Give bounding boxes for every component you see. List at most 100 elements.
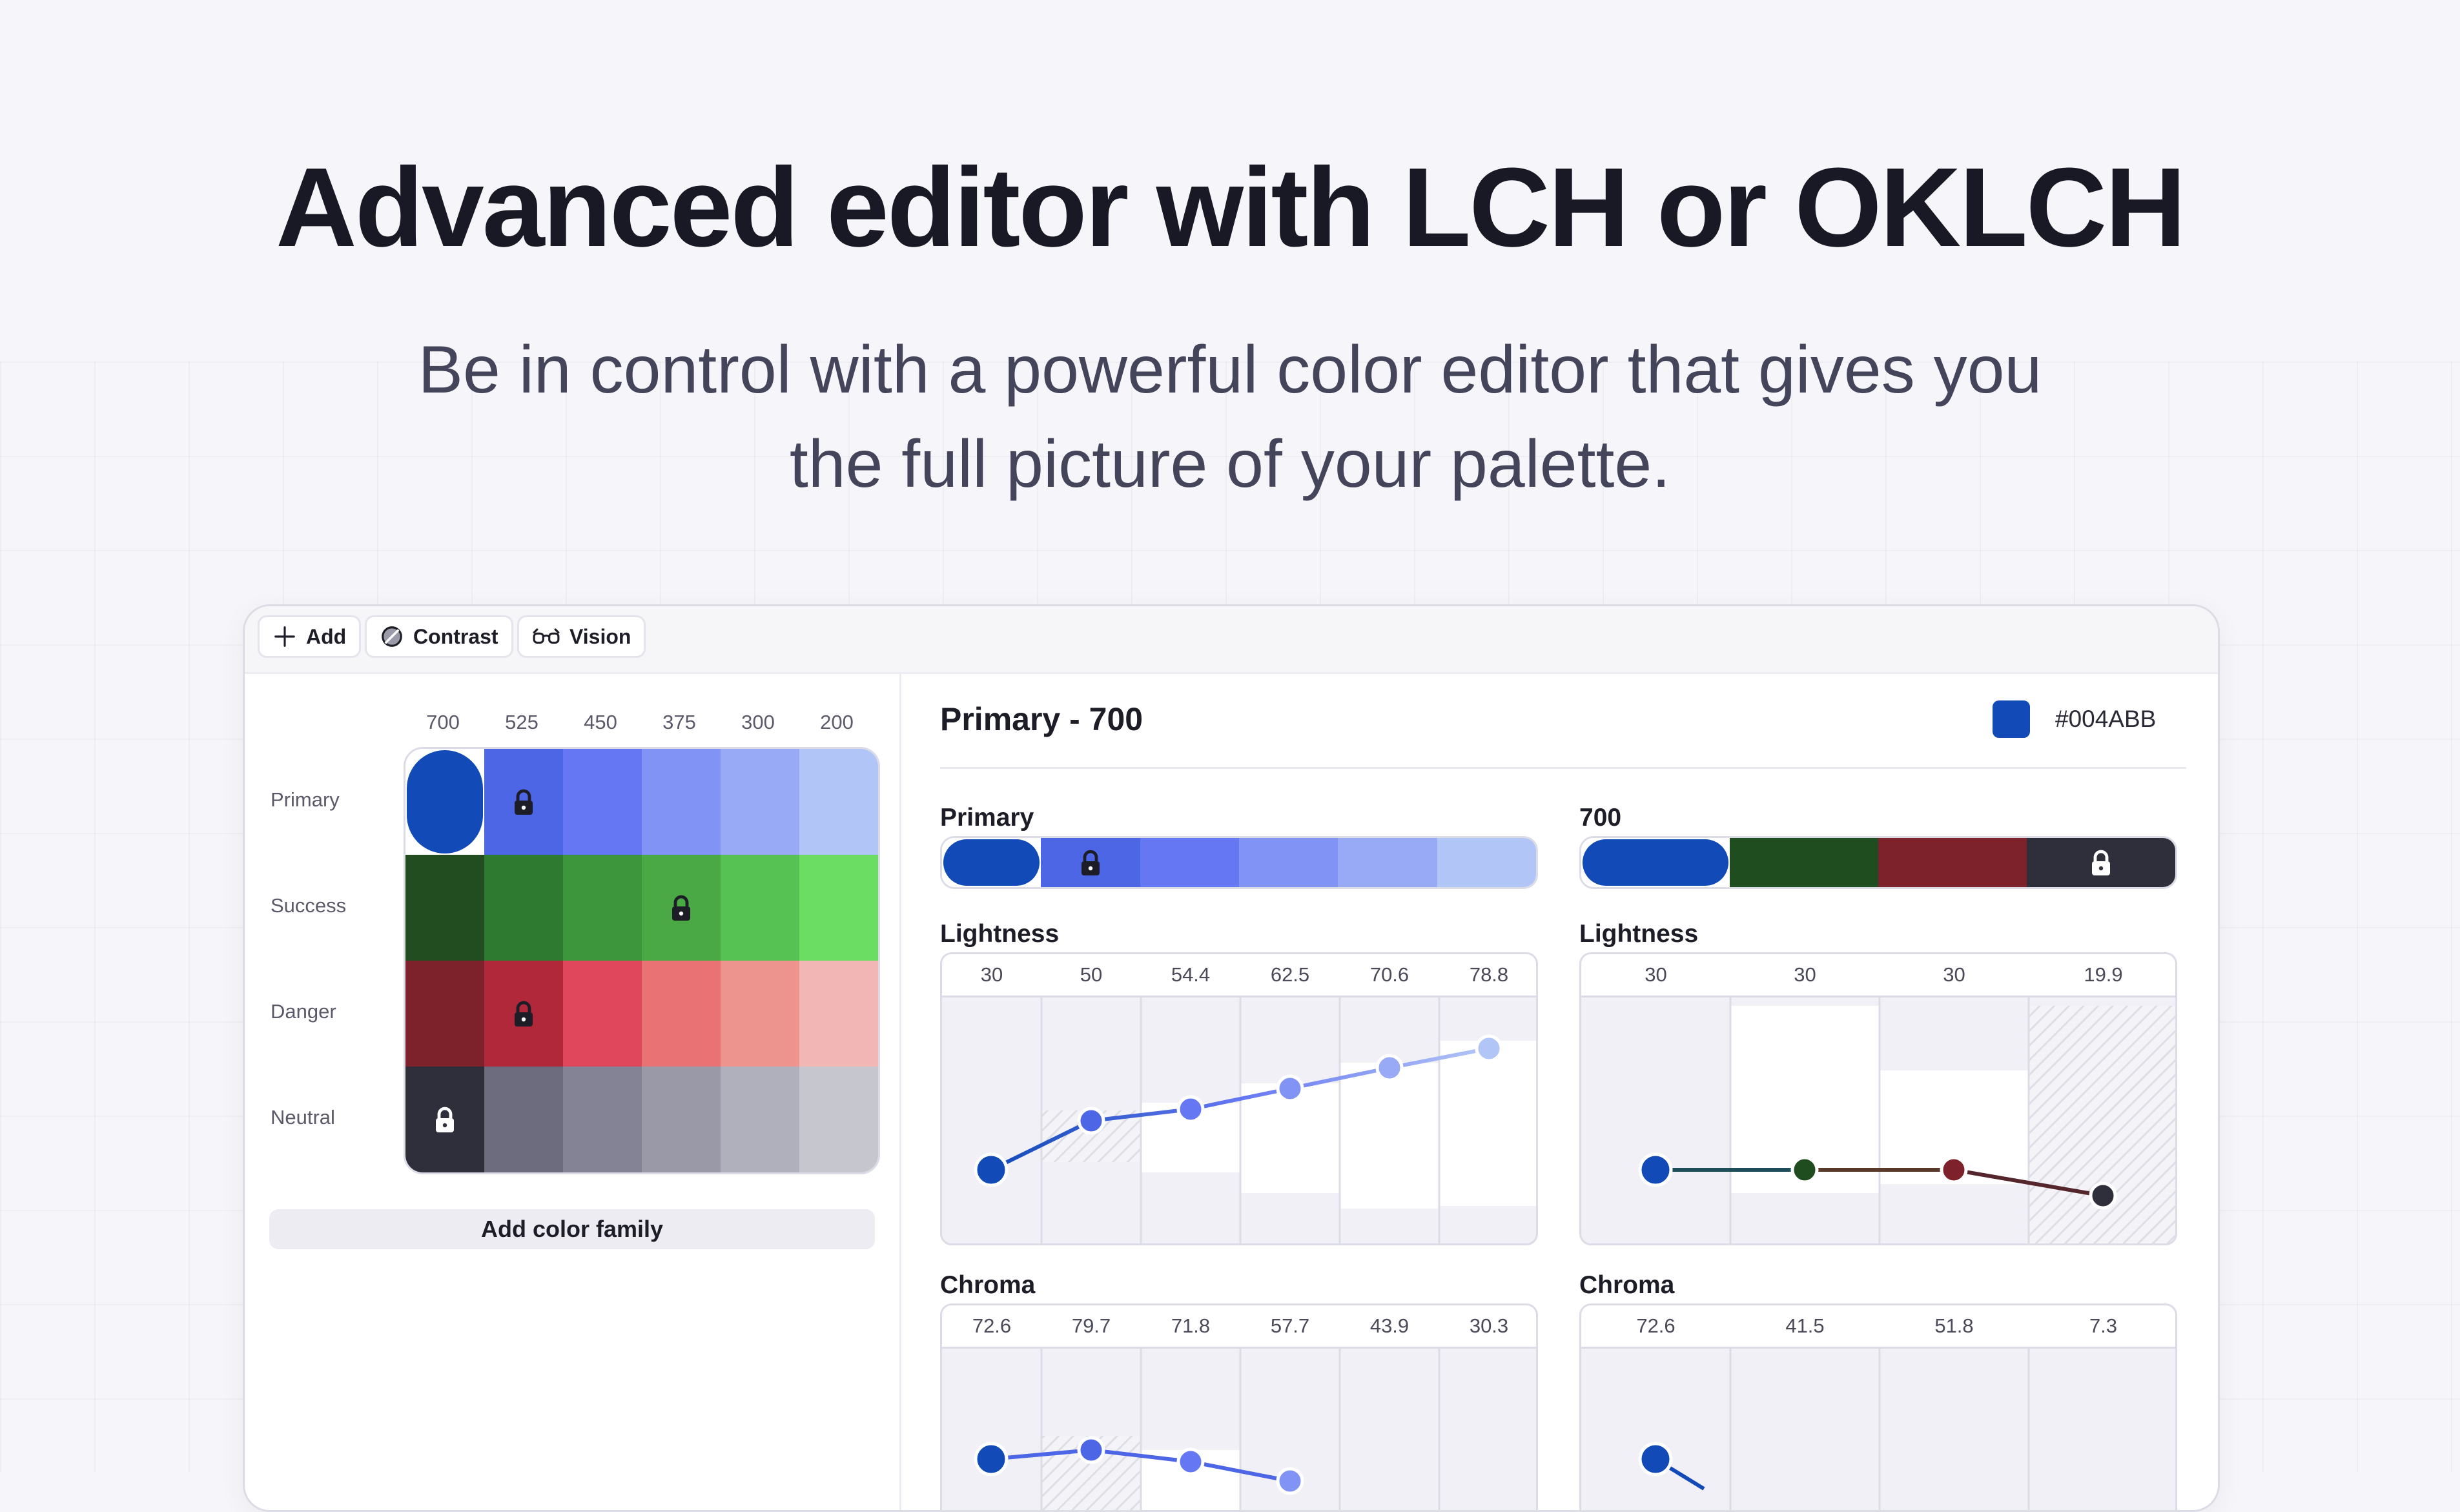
swatch-primary-450[interactable]	[563, 749, 642, 855]
swatch-danger-300[interactable]	[721, 961, 799, 1067]
row-label-danger: Danger	[271, 1000, 336, 1023]
lightness-point[interactable]	[1940, 1156, 1968, 1184]
swatch-neutral-375[interactable]	[642, 1067, 721, 1172]
row-label-neutral: Neutral	[271, 1106, 335, 1129]
divider	[940, 767, 2186, 769]
family-bar-swatch[interactable]	[1140, 838, 1239, 887]
lightness-point[interactable]	[1375, 1054, 1404, 1082]
chroma-point[interactable]	[974, 1442, 1009, 1476]
shade-swatch-bar	[1579, 836, 2177, 889]
family-lightness-title: Lightness	[940, 920, 1060, 948]
column-label: 450	[584, 711, 617, 733]
swatch-primary-300[interactable]	[721, 749, 799, 855]
swatch-neutral-300[interactable]	[721, 1067, 799, 1172]
glasses-icon	[533, 628, 560, 644]
chroma-values-row: 72.6 41.5 51.8 7.3	[1581, 1305, 2175, 1349]
column-label: 300	[741, 711, 775, 733]
shade-bar-swatch[interactable]	[1581, 838, 1730, 887]
swatch-success-375[interactable]	[642, 855, 721, 961]
family-bar-swatch[interactable]	[1437, 838, 1536, 887]
column-label: 525	[505, 711, 538, 733]
swatch-success-200[interactable]	[799, 855, 878, 961]
swatch-danger-200[interactable]	[799, 961, 878, 1067]
swatch-success-300[interactable]	[721, 855, 799, 961]
lock-icon[interactable]	[432, 1105, 458, 1134]
chroma-point[interactable]	[1077, 1436, 1105, 1464]
swatch-success-450[interactable]	[563, 855, 642, 961]
lightness-point[interactable]	[1176, 1095, 1205, 1123]
shade-lightness-chart: 30 30 30 19.9	[1579, 952, 2177, 1245]
shade-bar-swatch[interactable]	[2027, 838, 2175, 887]
family-chroma-title: Chroma	[940, 1271, 1036, 1299]
family-bar-swatch[interactable]	[1239, 838, 1338, 887]
add-color-family-button[interactable]: Add color family	[269, 1209, 875, 1249]
lightness-point[interactable]	[1276, 1074, 1304, 1103]
family-chroma-plot[interactable]	[942, 1347, 1536, 1512]
column-label: 700	[426, 711, 460, 733]
lock-icon[interactable]	[511, 999, 537, 1028]
lightness-value: 30	[1943, 963, 1965, 986]
range-band	[1340, 1063, 1439, 1209]
swatch-primary-375[interactable]	[642, 749, 721, 855]
lightness-value: 30	[1794, 963, 1816, 986]
lock-icon[interactable]	[511, 788, 537, 816]
family-bar-swatch[interactable]	[1041, 838, 1140, 887]
chroma-point[interactable]	[1638, 1442, 1673, 1476]
chroma-value: 51.8	[1934, 1314, 1974, 1337]
selected-color-hex[interactable]: #004ABB	[2055, 706, 2157, 732]
shade-bar-swatch[interactable]	[1730, 838, 1878, 887]
shade-chroma-chart: 72.6 41.5 51.8 7.3	[1579, 1303, 2177, 1512]
lightness-value: 62.5	[1270, 963, 1310, 986]
family-bar-swatch[interactable]	[942, 838, 1041, 887]
chroma-value: 57.7	[1270, 1314, 1310, 1337]
palette-grid	[404, 747, 880, 1174]
lock-icon[interactable]	[2088, 848, 2114, 877]
contrast-button[interactable]: Contrast	[365, 615, 513, 658]
column-label: 200	[820, 711, 854, 733]
lightness-value: 30	[980, 963, 1003, 986]
swatch-danger-525[interactable]	[484, 961, 563, 1067]
swatch-neutral-450[interactable]	[563, 1067, 642, 1172]
swatch-danger-700[interactable]	[405, 961, 484, 1067]
swatch-danger-450[interactable]	[563, 961, 642, 1067]
lightness-point[interactable]	[974, 1152, 1009, 1187]
lightness-point[interactable]	[1638, 1152, 1673, 1187]
swatch-danger-375[interactable]	[642, 961, 721, 1067]
add-button[interactable]: Add	[258, 615, 362, 658]
chroma-value: 43.9	[1369, 1314, 1409, 1337]
add-button-label: Add	[306, 624, 347, 648]
swatch-primary-200[interactable]	[799, 749, 878, 855]
swatch-success-700[interactable]	[405, 855, 484, 961]
swatch-success-525[interactable]	[484, 855, 563, 961]
chroma-value: 7.3	[2089, 1314, 2118, 1337]
swatch-primary-525[interactable]	[484, 749, 563, 855]
vision-button[interactable]: Vision	[517, 615, 646, 658]
lock-icon[interactable]	[668, 894, 694, 922]
selected-color-title: Primary - 700	[940, 701, 1143, 737]
shade-chroma-plot[interactable]	[1581, 1347, 2175, 1512]
lightness-point[interactable]	[1077, 1107, 1105, 1135]
lightness-value: 54.4	[1171, 963, 1211, 986]
chroma-value: 79.7	[1071, 1314, 1111, 1337]
lightness-point[interactable]	[1475, 1034, 1503, 1063]
lightness-value: 78.8	[1469, 963, 1509, 986]
chroma-value: 30.3	[1469, 1314, 1509, 1337]
swatch-primary-700[interactable]	[405, 749, 484, 855]
lock-icon[interactable]	[1078, 848, 1103, 877]
shade-lightness-plot[interactable]	[1581, 996, 2175, 1243]
row-label-success: Success	[271, 894, 347, 917]
range-band	[1439, 1041, 1536, 1206]
selected-color-swatch[interactable]	[1993, 700, 2030, 738]
swatch-neutral-200[interactable]	[799, 1067, 878, 1172]
shade-bar-swatch[interactable]	[1878, 838, 2027, 887]
family-lightness-plot[interactable]	[942, 996, 1536, 1243]
palette-panel: 700 525 450 375 300 200 Primary Success …	[245, 672, 901, 1510]
lightness-point[interactable]	[1790, 1156, 1819, 1184]
selected-swatch-indicator	[1583, 839, 1728, 886]
swatch-neutral-525[interactable]	[484, 1067, 563, 1172]
chroma-point[interactable]	[1276, 1467, 1304, 1495]
swatch-neutral-700[interactable]	[405, 1067, 484, 1172]
family-bar-swatch[interactable]	[1338, 838, 1437, 887]
chroma-point[interactable]	[1176, 1447, 1205, 1476]
lightness-point[interactable]	[2089, 1181, 2117, 1210]
